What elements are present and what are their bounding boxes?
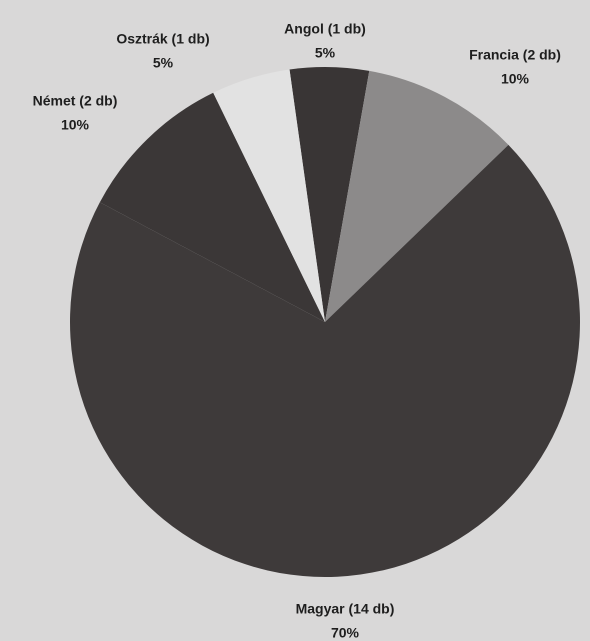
pie-slice	[70, 144, 581, 577]
pie-slice	[213, 69, 325, 322]
pie-slice	[289, 67, 370, 323]
pie-slice	[325, 70, 509, 322]
slice-label: Angol (1 db)	[284, 21, 366, 37]
slice-label: Osztrák (1 db)	[116, 31, 209, 47]
slice-percent: 10%	[501, 71, 530, 87]
slice-label: Magyar (14 db)	[296, 601, 395, 617]
slice-percent: 70%	[331, 625, 360, 641]
pie-slice	[99, 92, 326, 322]
slice-percent: 5%	[315, 45, 336, 61]
slice-percent: 5%	[153, 55, 174, 71]
slice-percent: 10%	[61, 117, 90, 133]
slice-label: Francia (2 db)	[469, 47, 561, 63]
slice-label: Német (2 db)	[33, 93, 118, 109]
